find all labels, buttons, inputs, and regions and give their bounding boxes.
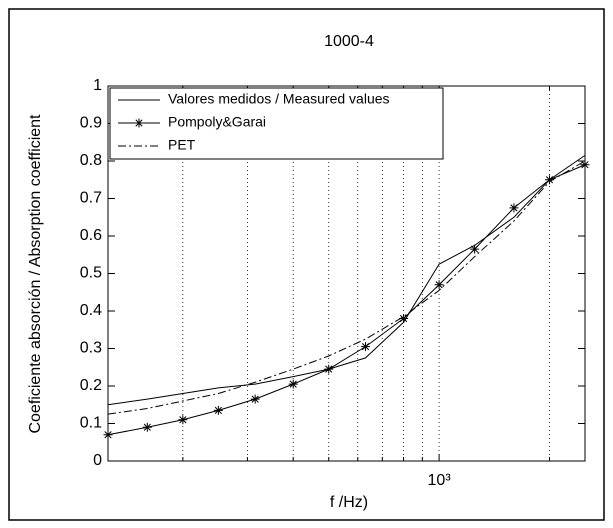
y-tick-label: 0.8	[80, 152, 102, 169]
marker	[470, 244, 480, 254]
y-tick-label: 0.7	[80, 190, 102, 207]
marker	[544, 175, 554, 185]
marker	[361, 342, 371, 352]
y-tick-label: 0.4	[80, 302, 102, 319]
marker	[434, 280, 444, 290]
y-tick-label: 0.9	[80, 115, 102, 132]
marker	[509, 203, 519, 213]
marker	[213, 405, 223, 415]
x-axis-label: f /Hz)	[330, 494, 368, 511]
y-tick-label: 1	[93, 77, 102, 94]
marker	[399, 314, 409, 323]
series-line	[107, 154, 586, 406]
legend-marker	[134, 118, 144, 128]
legend-label: Valores medidos / Measured values	[168, 91, 390, 107]
y-axis-label: Coeficiente absorción / Absorption coeff…	[27, 114, 44, 434]
chart-title: 1000-4	[324, 33, 374, 50]
marker	[103, 430, 113, 440]
legend-label: Pompoly&Garai	[168, 114, 266, 130]
marker	[178, 415, 188, 425]
marker	[580, 160, 590, 170]
marker	[142, 422, 152, 432]
y-tick-label: 0.6	[80, 227, 102, 244]
y-tick-label: 0.5	[80, 265, 102, 282]
series-line	[107, 164, 586, 436]
series-line	[107, 160, 586, 415]
plot-frame	[107, 85, 586, 462]
legend-label: PET	[168, 137, 196, 153]
x-tick-label: 10³	[428, 472, 452, 489]
legend-box	[109, 87, 444, 160]
y-tick-label: 0.1	[80, 415, 102, 432]
marker	[288, 379, 298, 389]
y-tick-label: 0	[93, 452, 102, 469]
y-tick-label: 0.2	[80, 377, 102, 394]
outer-frame	[8, 8, 605, 521]
marker	[250, 394, 260, 404]
y-tick-label: 0.3	[80, 340, 102, 357]
marker	[324, 364, 334, 374]
